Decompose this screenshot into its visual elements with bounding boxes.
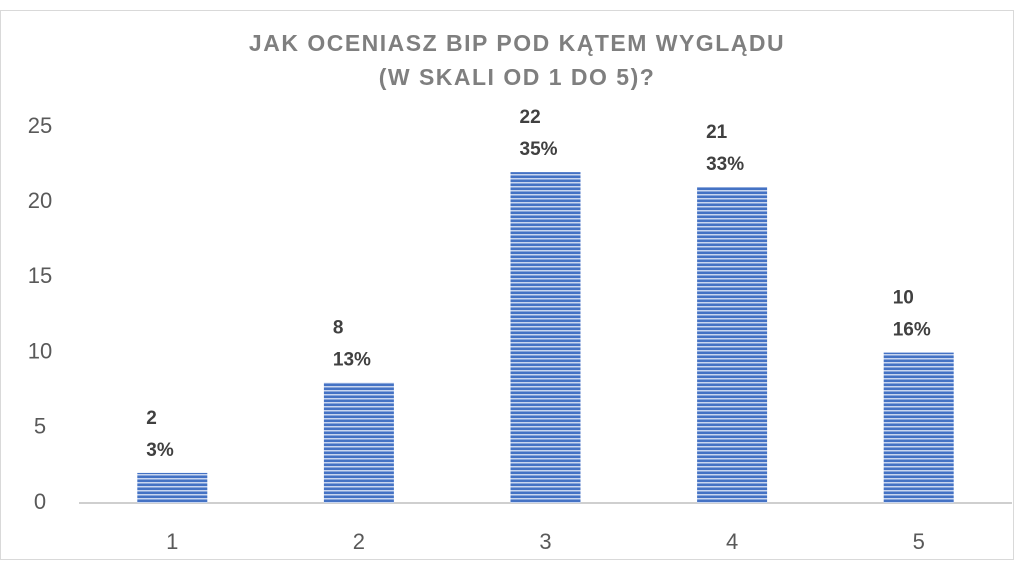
- bar: [323, 382, 394, 503]
- y-tick-label: 0: [34, 489, 46, 514]
- bar: [510, 172, 581, 503]
- y-tick-label: 10: [28, 338, 52, 363]
- share-label: 3%: [146, 440, 174, 461]
- bar: [883, 352, 954, 503]
- share-label: 16%: [893, 320, 931, 341]
- chart-title: (W SKALI OD 1 DO 5)?: [379, 64, 656, 90]
- bar: [137, 472, 208, 503]
- bar: [697, 187, 768, 503]
- share-label: 35%: [520, 139, 558, 160]
- data-label: 8: [333, 318, 344, 339]
- data-label: 2: [146, 408, 157, 429]
- y-tick-label: 5: [34, 414, 46, 439]
- data-label: 10: [893, 288, 914, 309]
- share-label: 33%: [706, 154, 744, 175]
- chart-frame: [0, 10, 1014, 560]
- data-label: 22: [520, 107, 541, 128]
- x-tick-label: 3: [539, 529, 551, 554]
- y-tick-label: 20: [28, 188, 52, 213]
- y-tick-label: 25: [28, 113, 52, 138]
- data-label: 21: [706, 122, 728, 143]
- x-tick-label: 2: [353, 529, 365, 554]
- share-label: 13%: [333, 350, 371, 371]
- x-tick-label: 1: [166, 529, 178, 554]
- y-tick-label: 15: [28, 263, 52, 288]
- chart-title: JAK OCENIASZ BIP POD KĄTEM WYGLĄDU: [249, 30, 785, 56]
- x-tick-label: 4: [726, 529, 738, 554]
- x-tick-label: 5: [913, 529, 925, 554]
